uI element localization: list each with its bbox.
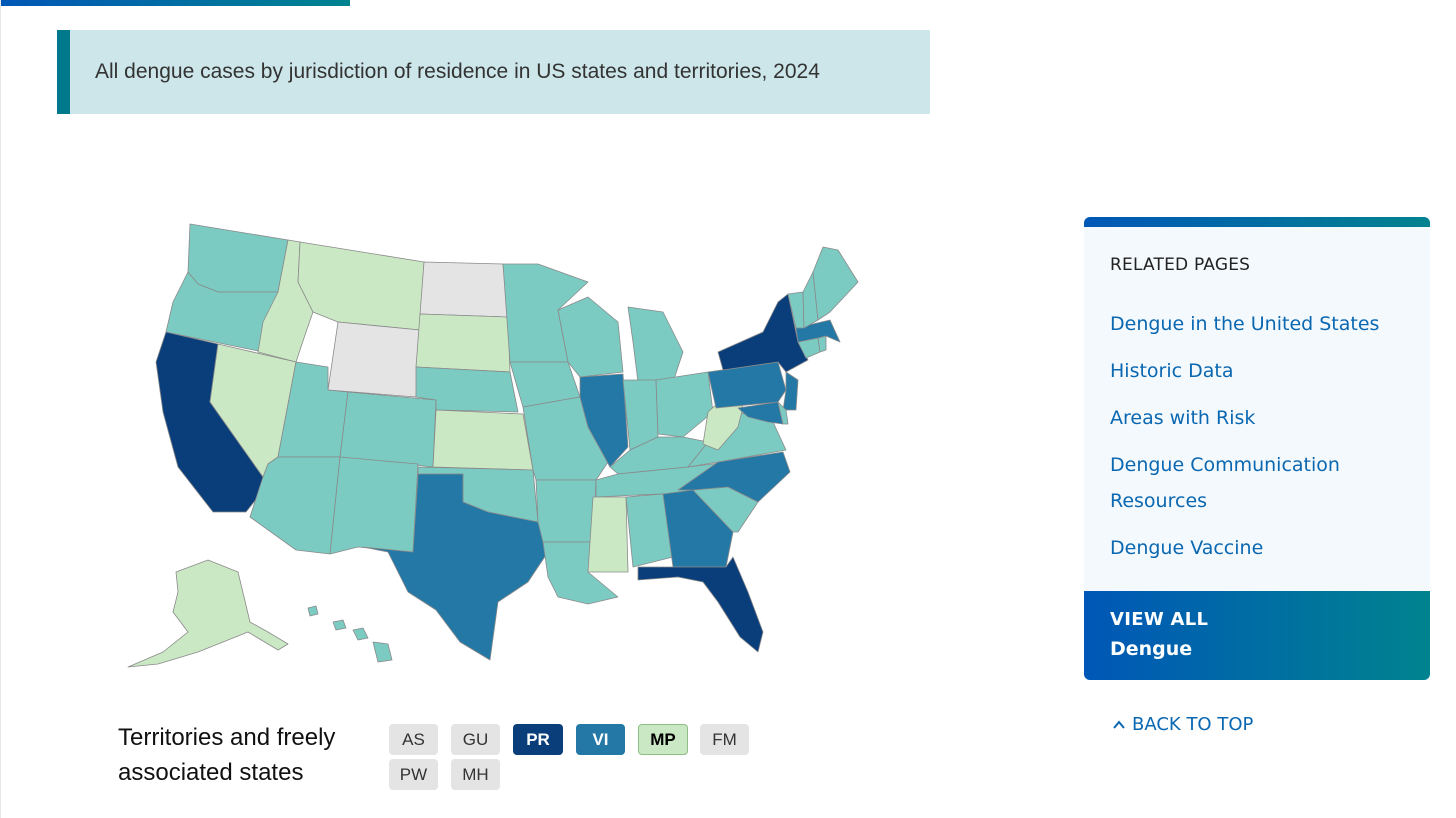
territory-chip-pr[interactable]: PR xyxy=(513,724,563,755)
state-ar[interactable] xyxy=(535,479,597,543)
state-mt[interactable] xyxy=(297,241,425,331)
us-choropleth-map[interactable] xyxy=(118,212,878,682)
related-link-communication-resources[interactable]: Dengue Communication Resources xyxy=(1110,454,1340,512)
related-pages-accent xyxy=(1084,217,1430,227)
state-wi[interactable] xyxy=(557,296,624,378)
territory-chip-as[interactable]: AS xyxy=(389,724,438,755)
state-md[interactable] xyxy=(737,401,784,425)
state-nd[interactable] xyxy=(419,261,509,318)
us-map-svg[interactable] xyxy=(118,212,878,682)
view-all-target: Dengue xyxy=(1110,638,1193,660)
state-ks[interactable] xyxy=(432,409,534,471)
state-oh[interactable] xyxy=(655,371,714,438)
state-tx[interactable] xyxy=(362,473,549,661)
state-de[interactable] xyxy=(777,401,789,425)
state-ga[interactable] xyxy=(662,489,734,568)
territories-legend: Territories and freely associated states… xyxy=(118,720,778,800)
state-ms[interactable] xyxy=(587,496,629,573)
map-caption: All dengue cases by jurisdiction of resi… xyxy=(57,30,930,114)
back-to-top-link[interactable]: BACK TO TOP xyxy=(1112,714,1253,735)
state-co[interactable] xyxy=(339,391,437,468)
state-mi[interactable] xyxy=(627,306,684,383)
territory-chip-vi[interactable]: VI xyxy=(576,724,625,755)
related-link-historic-data[interactable]: Historic Data xyxy=(1110,360,1234,382)
back-to-top-label: BACK TO TOP xyxy=(1132,714,1254,735)
related-link-dengue-vaccine[interactable]: Dengue Vaccine xyxy=(1110,537,1264,559)
territories-label: Territories and freely associated states xyxy=(118,724,336,786)
state-pa[interactable] xyxy=(707,361,787,409)
state-ak[interactable] xyxy=(127,559,289,668)
related-pages-heading: RELATED PAGES xyxy=(1110,255,1251,275)
state-hi[interactable] xyxy=(307,605,393,663)
view-all-label: VIEW ALL xyxy=(1110,609,1209,630)
related-link-dengue-in-us[interactable]: Dengue in the United States xyxy=(1110,313,1380,335)
territory-chip-mh[interactable]: MH xyxy=(451,759,500,790)
territory-chip-pw[interactable]: PW xyxy=(389,759,438,790)
state-me[interactable] xyxy=(812,246,859,321)
state-wy[interactable] xyxy=(327,321,421,398)
state-sd[interactable] xyxy=(415,313,511,373)
related-link-areas-with-risk[interactable]: Areas with Risk xyxy=(1110,407,1256,429)
top-accent-bar xyxy=(0,0,350,6)
territory-chip-mp[interactable]: MP xyxy=(638,724,688,755)
related-pages-panel: RELATED PAGES Dengue in the United State… xyxy=(1084,217,1430,680)
territory-chip-gu[interactable]: GU xyxy=(451,724,500,755)
state-wa[interactable] xyxy=(187,223,289,293)
state-nj[interactable] xyxy=(782,371,799,411)
territory-chip-fm[interactable]: FM xyxy=(700,724,749,755)
chevron-up-icon xyxy=(1113,719,1125,729)
left-divider xyxy=(0,0,1,818)
map-caption-text: All dengue cases by jurisdiction of resi… xyxy=(95,60,820,83)
view-all-button[interactable]: VIEW ALL Dengue xyxy=(1084,591,1430,680)
state-nm[interactable] xyxy=(329,456,419,555)
state-fl[interactable] xyxy=(637,556,764,653)
